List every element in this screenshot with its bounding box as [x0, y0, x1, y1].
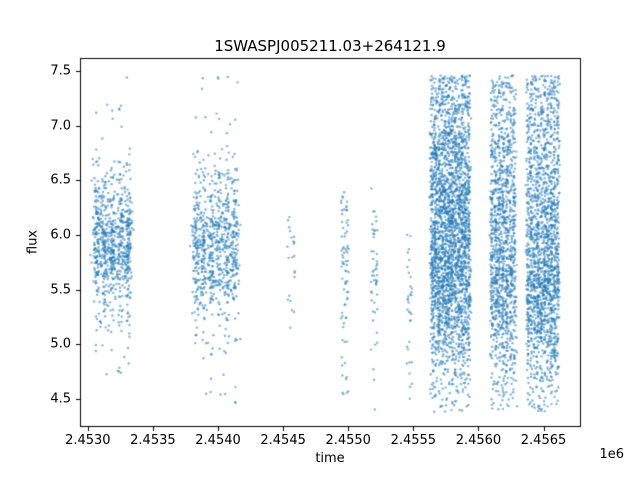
x-axis-label: time	[315, 451, 345, 466]
x-axis-offset-label: 1e6	[599, 447, 624, 462]
chart-title: 1SWASPJ005211.03+264121.9	[214, 37, 446, 55]
y-axis-label: flux	[25, 229, 41, 255]
